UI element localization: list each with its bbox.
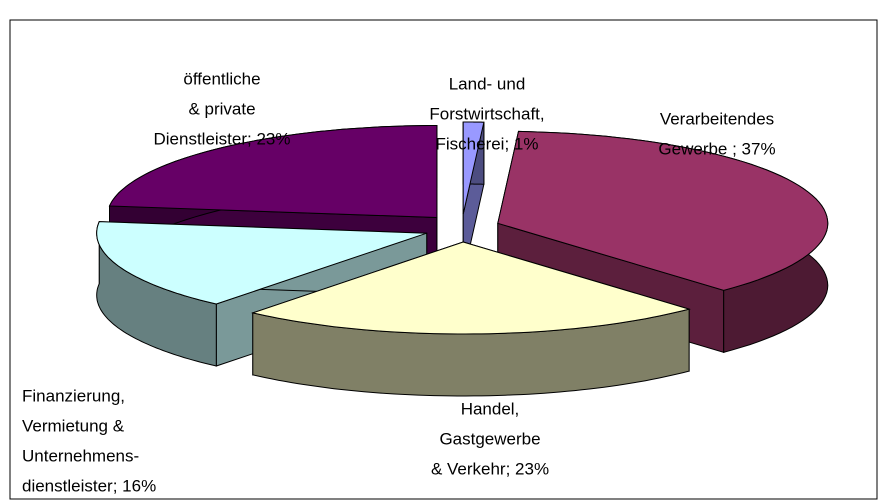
data-label: Finanzierung, xyxy=(22,386,125,405)
data-label: & Verkehr; 23% xyxy=(431,459,549,478)
data-label: dienstleister; 16% xyxy=(22,476,156,495)
slice-top xyxy=(250,241,691,335)
data-label: Forstwirtschaft, xyxy=(429,104,544,123)
data-label: Land- und xyxy=(449,74,526,93)
slice-top xyxy=(462,121,485,215)
data-label: Unternehmens- xyxy=(22,446,139,465)
slice-top xyxy=(108,125,438,219)
data-label: Gewerbe ; 37% xyxy=(658,139,775,158)
data-label: Handel, xyxy=(461,399,520,418)
data-label: Fischerei; 1% xyxy=(436,134,539,153)
data-label: Vermietung & xyxy=(22,416,125,435)
data-label: öffentliche xyxy=(183,69,260,88)
data-label: Gastgewerbe xyxy=(439,429,540,448)
data-label: Dienstleister; 23% xyxy=(153,129,290,148)
pie-slice xyxy=(250,241,691,397)
slice-top xyxy=(96,221,427,305)
slice-top xyxy=(497,130,829,291)
data-label: & private xyxy=(188,99,255,118)
data-label: Verarbeitendes xyxy=(660,109,774,128)
